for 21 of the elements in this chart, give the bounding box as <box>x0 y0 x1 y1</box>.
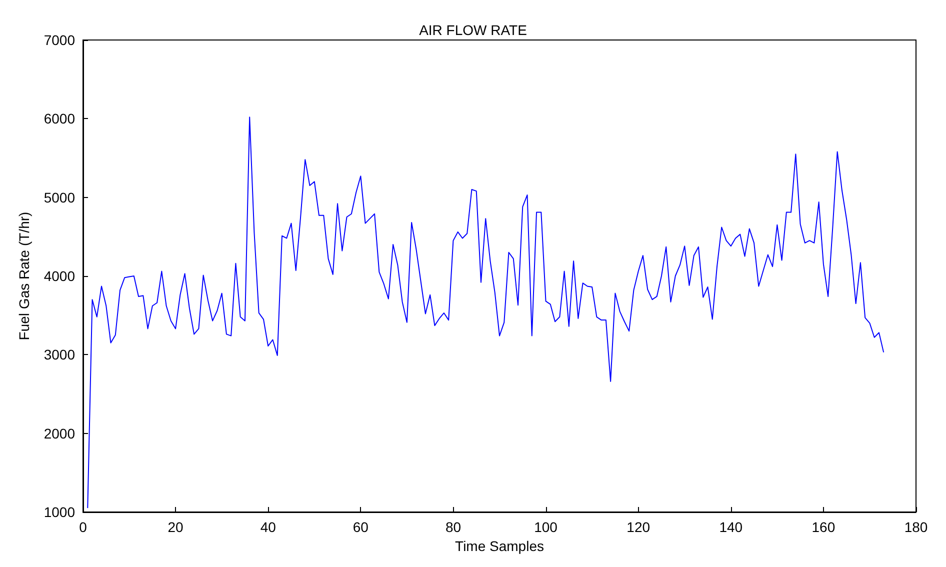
x-tick-label: 60 <box>352 519 369 535</box>
x-axis-title: Time Samples <box>455 538 544 554</box>
y-tick-label: 4000 <box>44 268 76 284</box>
y-tick-label: 6000 <box>44 110 76 127</box>
x-tick-label: 0 <box>79 519 88 535</box>
y-tick-label: 7000 <box>44 32 76 48</box>
x-tick-label: 100 <box>534 519 558 535</box>
x-tick-label: 180 <box>904 519 928 535</box>
y-tick-label: 1000 <box>44 504 76 520</box>
chart-title: AIR FLOW RATE <box>419 22 527 38</box>
y-tick-label: 2000 <box>44 425 76 442</box>
x-tick-label: 120 <box>626 519 650 535</box>
x-tick-label: 40 <box>260 519 276 535</box>
y-axis-title: Fuel Gas Rate (T/hr) <box>16 212 32 340</box>
y-tick-label: 5000 <box>44 189 76 206</box>
y-tick-label: 3000 <box>44 346 76 363</box>
x-tick-label: 160 <box>812 519 836 535</box>
x-tick-label: 80 <box>445 519 462 535</box>
x-tick-label: 20 <box>168 519 184 535</box>
x-tick-label: 140 <box>719 519 743 535</box>
line-series <box>87 116 884 509</box>
